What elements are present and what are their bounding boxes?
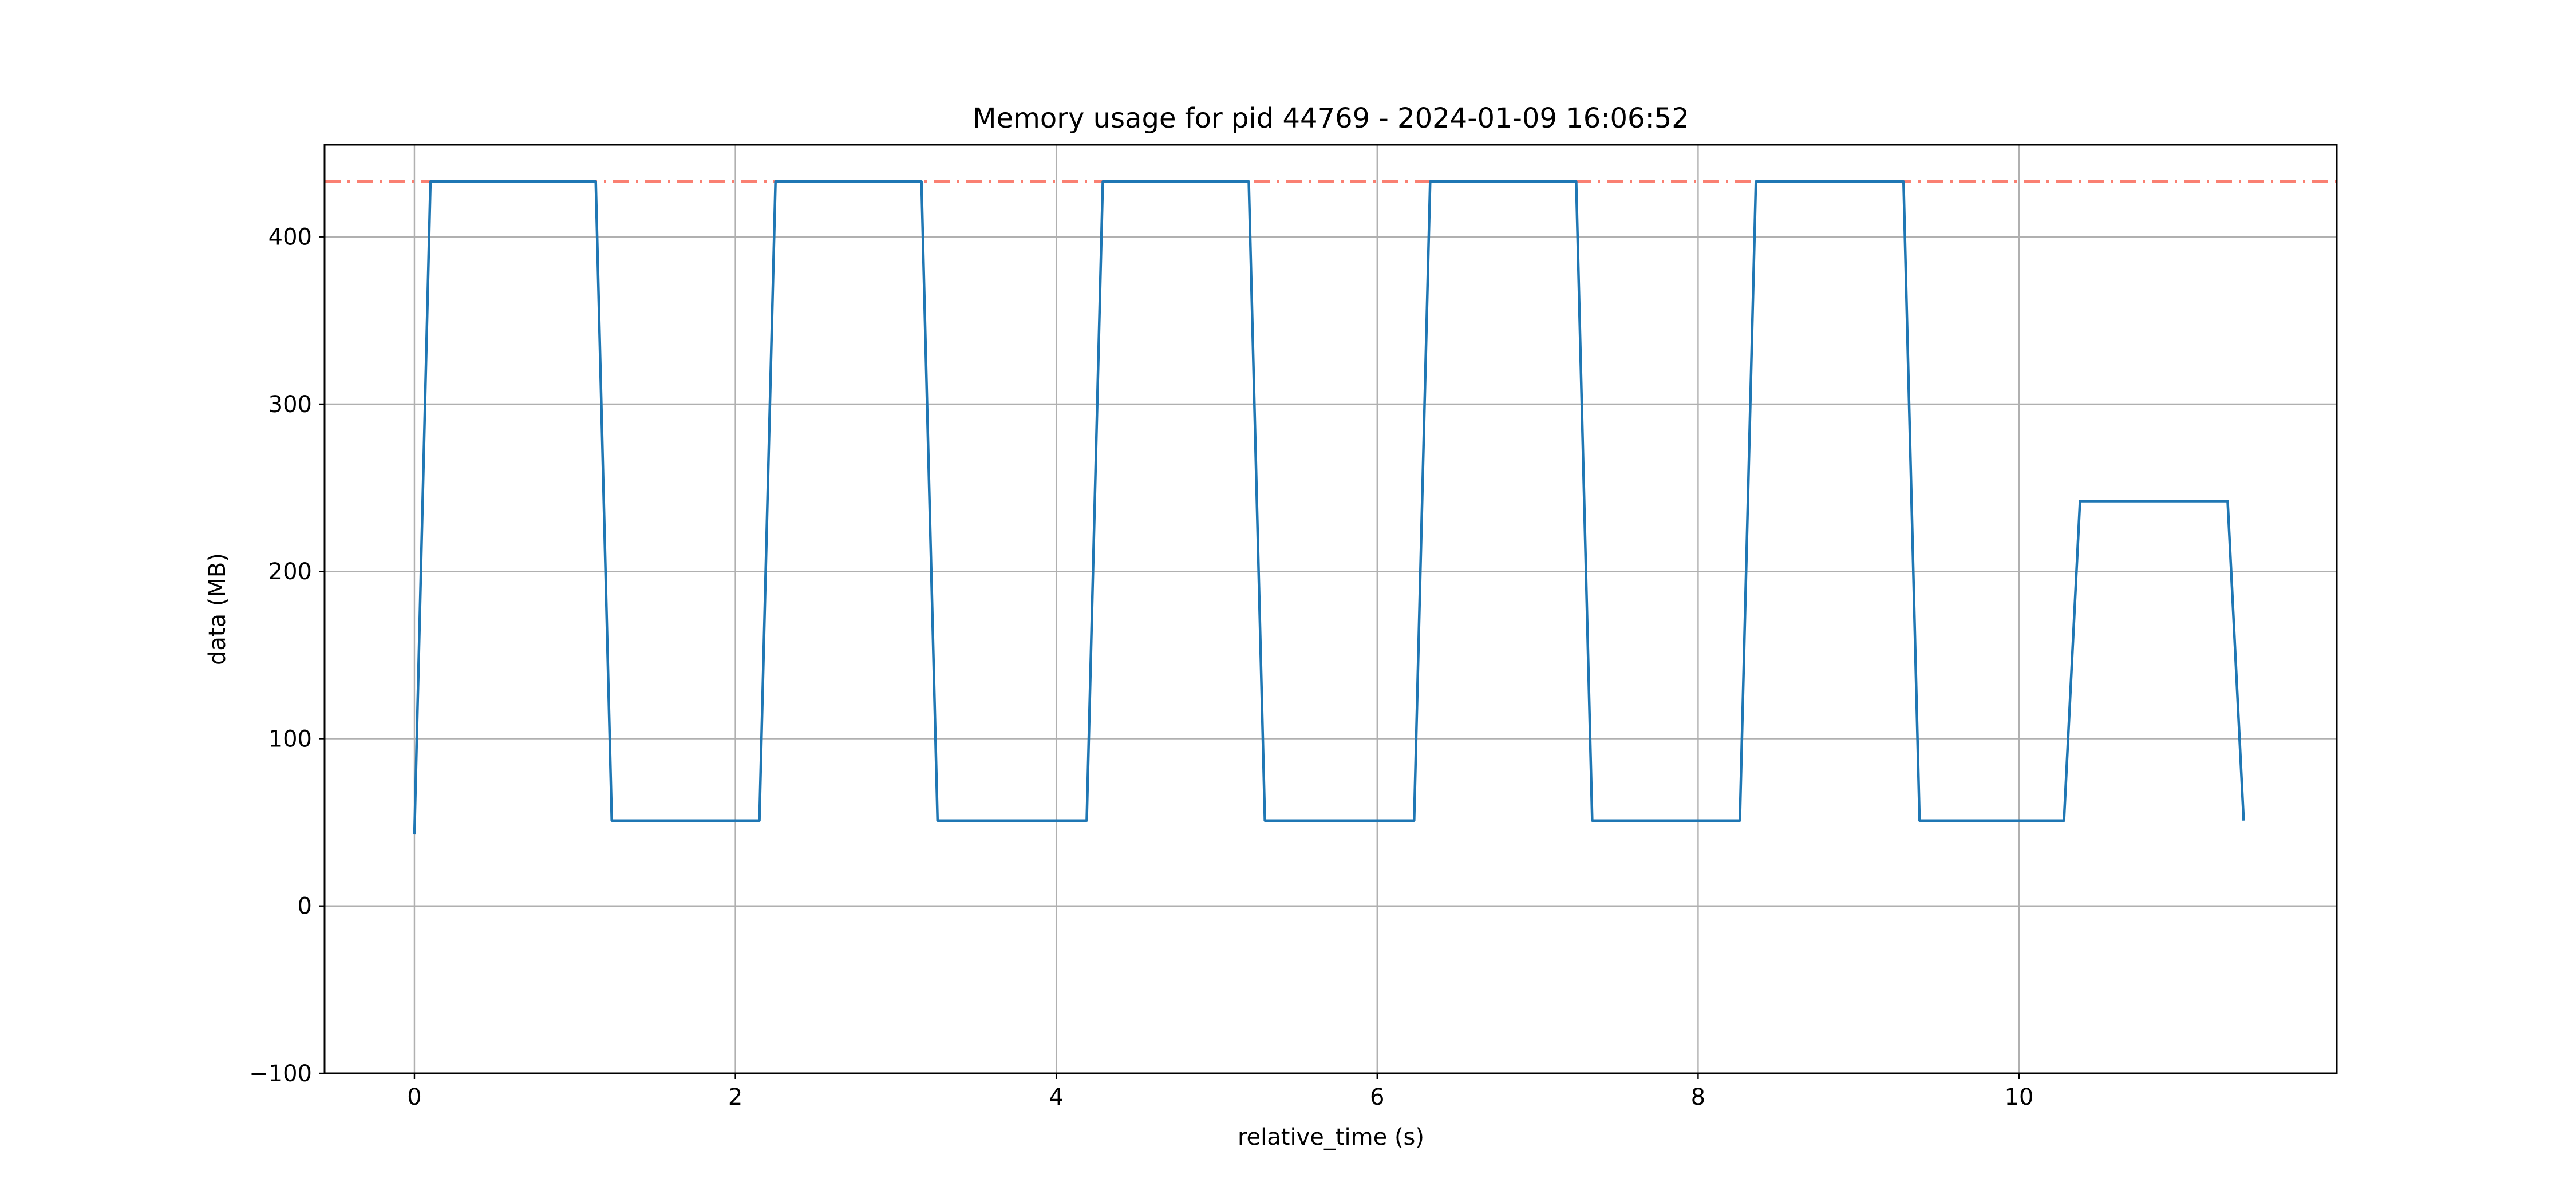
x-tick-label: 6 xyxy=(1370,1084,1384,1110)
plot-area-background xyxy=(325,145,2337,1073)
y-tick-label: 300 xyxy=(268,392,312,418)
y-tick-label: 0 xyxy=(298,893,312,920)
x-tick-label: 4 xyxy=(1049,1084,1063,1110)
series-line-0 xyxy=(413,180,2245,835)
series-group xyxy=(413,180,2245,835)
y-axis-ticks: −100 0 100 200 300 400 xyxy=(249,224,325,1087)
x-axis-label: relative_time (s) xyxy=(1238,1124,1424,1150)
x-tick-label: 0 xyxy=(407,1084,421,1110)
y-tick-label: −100 xyxy=(249,1061,312,1087)
x-gridlines xyxy=(413,145,2020,1073)
x-tick-label: 10 xyxy=(2005,1084,2034,1110)
plot-area-frame xyxy=(323,144,2338,1074)
y-tick-label: 100 xyxy=(268,726,312,752)
x-tick-label: 8 xyxy=(1691,1084,1705,1110)
x-tick-label: 2 xyxy=(728,1084,742,1110)
y-axis-label: data (MB) xyxy=(204,553,231,665)
y-tick-label: 400 xyxy=(268,224,312,251)
y-tick-label: 200 xyxy=(268,559,312,585)
x-axis-ticks: 0 2 4 6 8 10 xyxy=(407,1073,2033,1110)
chart-title: Memory usage for pid 44769 - 2024-01-09 … xyxy=(973,102,1689,135)
